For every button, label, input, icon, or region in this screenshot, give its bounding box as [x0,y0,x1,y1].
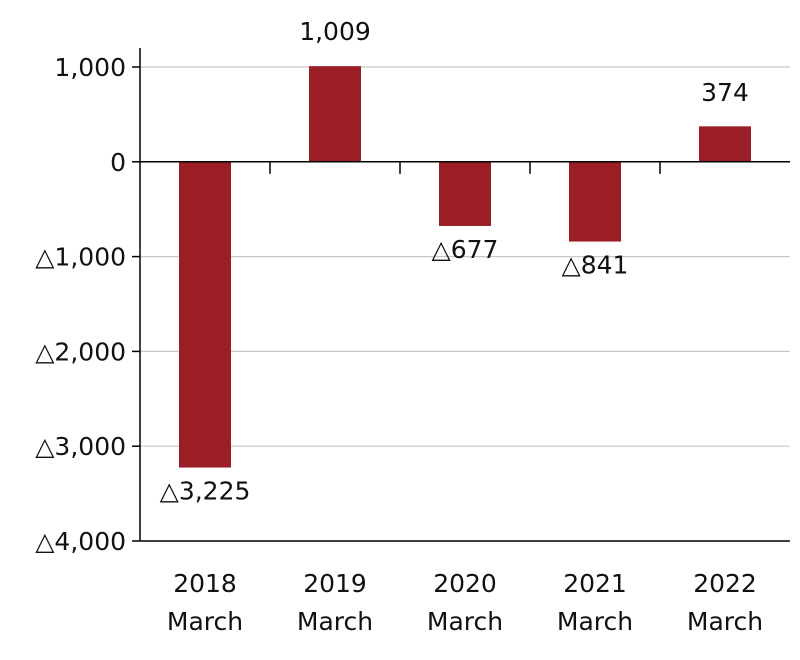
x-category-label: 2022 [693,569,757,598]
axes [132,48,790,542]
y-tick-label: △1,000 [35,243,126,272]
x-category-label: 2021 [563,569,627,598]
y-tick-labels: 1,000 0 △1,000 △2,000 △3,000 △4,000 [35,53,126,556]
data-label: 374 [701,78,749,107]
x-category-label: March [557,607,633,636]
bar [569,161,621,242]
y-tick-label: 1,000 [54,53,126,82]
bars [179,66,751,468]
x-category-label: March [167,607,243,636]
data-label: △677 [432,235,499,264]
bar [439,161,491,226]
x-category-labels: 2018 March 2019 March 2020 March 2021 March 2022… [167,569,763,636]
gridlines [140,66,790,447]
x-category-label: March [427,607,503,636]
y-tick-label: △2,000 [35,337,126,366]
y-tick-label: 0 [110,148,126,177]
x-category-label: 2018 [173,569,237,598]
y-tick-label: △3,000 [35,432,126,461]
x-category-label: March [687,607,763,636]
y-tick-label: △4,000 [35,527,126,556]
bar [309,66,361,162]
data-label: △3,225 [160,477,251,506]
data-label: 1,009 [299,17,371,46]
x-category-label: 2020 [433,569,497,598]
bar [699,126,751,162]
data-labels: △3,225 1,009 △677 △841 374 [160,17,749,506]
bar [179,161,231,468]
data-label: △841 [562,251,629,280]
x-category-label: 2019 [303,569,367,598]
x-category-label: March [297,607,373,636]
